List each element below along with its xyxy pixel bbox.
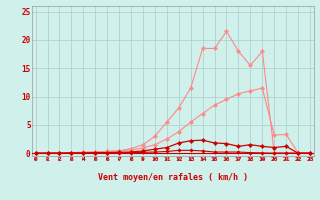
X-axis label: Vent moyen/en rafales ( km/h ): Vent moyen/en rafales ( km/h ) bbox=[98, 174, 248, 182]
